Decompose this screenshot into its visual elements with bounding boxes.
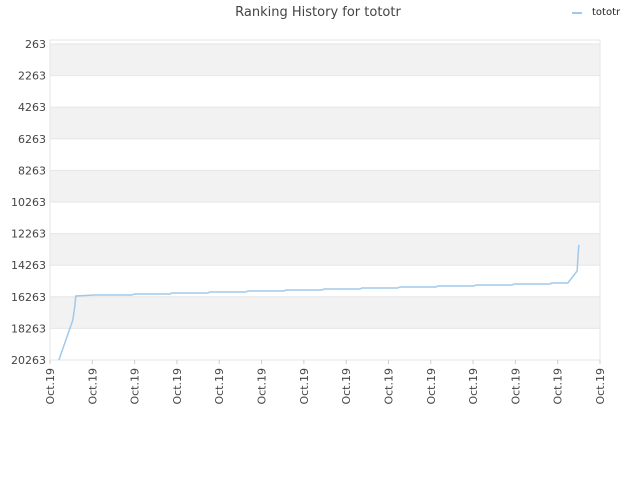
x-tick-label: Oct.19 — [382, 368, 395, 405]
x-tick-label: Oct.19 — [467, 368, 480, 405]
y-tick-label: 2263 — [18, 70, 46, 83]
y-tick-label: 14263 — [11, 259, 46, 272]
x-tick-label: Oct.19 — [171, 368, 184, 405]
x-tick-label: Oct.19 — [594, 368, 607, 405]
y-tick-label: 16263 — [11, 291, 46, 304]
y-tick-label: 4263 — [18, 101, 46, 114]
chart-title: Ranking History for tototr — [235, 5, 401, 20]
x-tick-label: Oct.19 — [425, 368, 438, 405]
grid-band — [50, 44, 600, 76]
line — [58, 244, 580, 361]
x-tick-label: Oct.19 — [298, 368, 311, 405]
grid-band — [50, 107, 600, 139]
x-tick-label: Oct.19 — [340, 368, 353, 405]
y-tick-label: 18263 — [11, 322, 46, 335]
y-tick-label: 263 — [25, 38, 46, 51]
x-tick-label: Oct.19 — [129, 368, 142, 405]
x-tick-label: Oct.19 — [552, 368, 565, 405]
y-tick-label: 12263 — [11, 228, 46, 241]
x-tick-label: Oct.19 — [256, 368, 269, 405]
grid-band — [50, 170, 600, 202]
y-tick-label: 10263 — [11, 196, 46, 209]
y-tick-label: 20263 — [11, 354, 46, 367]
grid-band — [50, 233, 600, 266]
grid-band — [50, 296, 600, 329]
legend-label: tototr — [592, 7, 621, 18]
y-tick-label: 6263 — [18, 133, 46, 146]
x-tick-label: Oct.19 — [44, 368, 57, 405]
x-tick-label: Oct.19 — [213, 368, 226, 405]
y-tick-label: 8263 — [18, 164, 46, 177]
x-tick-label: Oct.19 — [86, 368, 99, 405]
x-tick-label: Oct.19 — [509, 368, 522, 405]
